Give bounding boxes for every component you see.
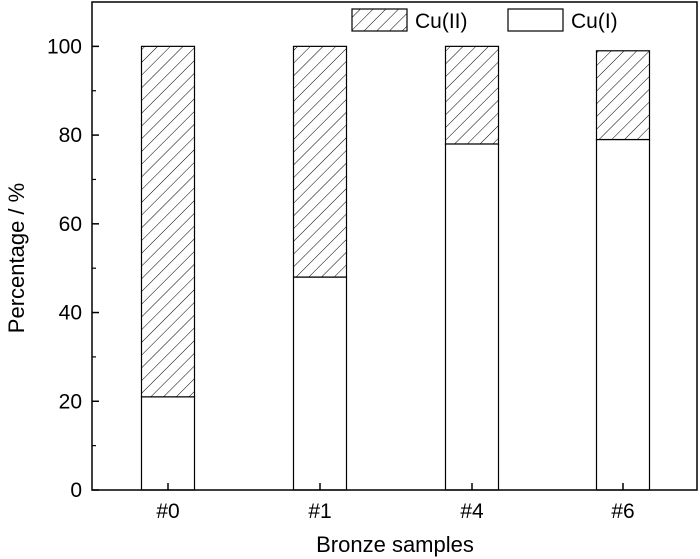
plot-frame [91, 1, 698, 491]
y-tick-label: 20 [59, 390, 82, 413]
bars-layer [140, 45, 651, 491]
legend-label-cu-ii: Cu(II) [415, 10, 468, 33]
bar-cu-ii-2 [444, 45, 500, 145]
legend-swatch-cu-ii [351, 8, 408, 32]
bar-cu-i-3 [595, 138, 651, 491]
bar-cu-ii-0 [140, 45, 196, 398]
y-tick-label: 80 [59, 124, 82, 147]
y-axis-title: Percentage / % [4, 183, 29, 333]
bar-cu-ii-1 [292, 45, 348, 278]
y-tick-label: 60 [59, 213, 82, 236]
legend: Cu(II) Cu(I) [351, 8, 618, 33]
y-tick-label: 40 [59, 302, 82, 325]
x-axis: #0 #1 #4 #6 [156, 483, 635, 523]
legend-label-cu-i: Cu(I) [571, 10, 618, 33]
x-tick-label: #1 [308, 500, 331, 523]
x-axis-title: Bronze samples [316, 532, 474, 557]
bar-cu-i-0 [140, 396, 196, 491]
x-tick-label: #6 [611, 500, 634, 523]
x-tick-label: #0 [156, 500, 179, 523]
y-axis: 0 20 40 60 80 100 [47, 35, 99, 502]
legend-swatch-cu-i [507, 8, 564, 32]
bar-cu-i-1 [292, 276, 348, 491]
y-tick-label: 0 [70, 479, 82, 502]
bar-cu-i-2 [444, 143, 500, 491]
y-tick-label: 100 [47, 35, 82, 58]
x-tick-label: #4 [460, 500, 484, 523]
bar-cu-ii-3 [595, 50, 651, 141]
